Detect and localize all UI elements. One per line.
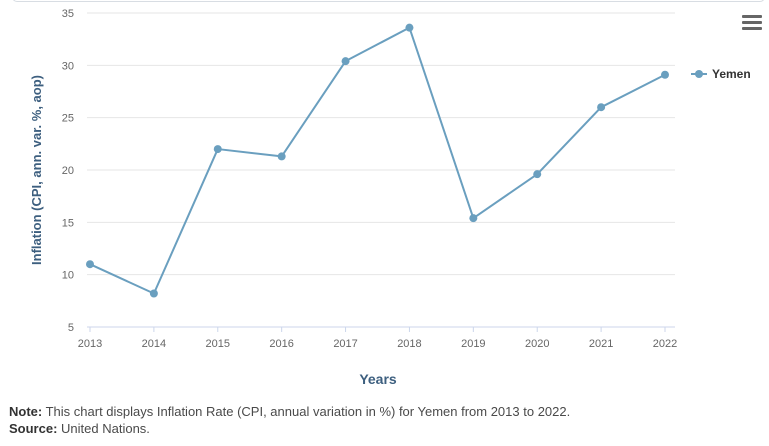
legend[interactable]: Yemen <box>691 67 751 81</box>
menu-bar-1 <box>742 15 762 18</box>
data-point[interactable] <box>149 289 158 298</box>
x-tick-label: 2021 <box>589 338 613 350</box>
legend-marker <box>695 70 703 78</box>
x-tick-label: 2018 <box>397 338 421 350</box>
x-axis-title: Years <box>359 371 397 387</box>
chart-note: Note: This chart displays Inflation Rate… <box>9 403 570 437</box>
x-tick-label: 2019 <box>461 338 485 350</box>
legend-label[interactable]: Yemen <box>712 67 751 81</box>
note-label: Note: <box>9 404 43 419</box>
data-point[interactable] <box>341 57 350 66</box>
menu-bar-3 <box>742 27 762 30</box>
x-tick-label: 2022 <box>653 338 677 350</box>
gridlines <box>87 12 675 276</box>
y-tick-label: 30 <box>62 60 74 72</box>
data-point[interactable] <box>597 103 606 112</box>
data-point[interactable] <box>277 152 286 161</box>
x-tick-label: 2016 <box>269 338 293 350</box>
note-line: Note: This chart displays Inflation Rate… <box>9 403 570 420</box>
y-tick-label: 15 <box>62 217 74 229</box>
data-point[interactable] <box>469 214 478 223</box>
y-tick-label: 25 <box>62 113 74 125</box>
y-tick-label: 5 <box>68 322 74 334</box>
note-text: This chart displays Inflation Rate (CPI,… <box>45 404 571 419</box>
x-tick-label: 2013 <box>78 338 102 350</box>
x-tick-label: 2017 <box>333 338 357 350</box>
source-line: Source: United Nations. <box>9 420 570 437</box>
series-line <box>89 26 666 295</box>
y-tick-label: 35 <box>62 8 74 20</box>
y-axis-ticks: 5 10 15 20 25 30 35 <box>62 8 74 334</box>
data-point[interactable] <box>661 70 669 79</box>
source-text: United Nations. <box>61 421 150 436</box>
data-point[interactable] <box>405 23 414 32</box>
x-axis-ticks: 2013 2014 2015 2016 2017 2018 2019 2020 2021 2022 <box>78 327 677 350</box>
series-group <box>86 23 669 298</box>
y-tick-label: 10 <box>62 270 74 282</box>
source-label: Source: <box>9 421 58 436</box>
data-point[interactable] <box>213 145 222 154</box>
data-point[interactable] <box>86 260 94 269</box>
data-point[interactable] <box>533 170 542 179</box>
hamburger-menu-icon[interactable] <box>742 15 762 33</box>
x-tick-label: 2015 <box>206 338 230 350</box>
y-tick-label: 20 <box>62 165 74 177</box>
x-tick-label: 2020 <box>525 338 549 350</box>
x-tick-label: 2014 <box>142 338 166 350</box>
menu-bar-2 <box>742 21 762 24</box>
y-axis-title: Inflation (CPI, ann. var. %, aop) <box>29 75 44 265</box>
